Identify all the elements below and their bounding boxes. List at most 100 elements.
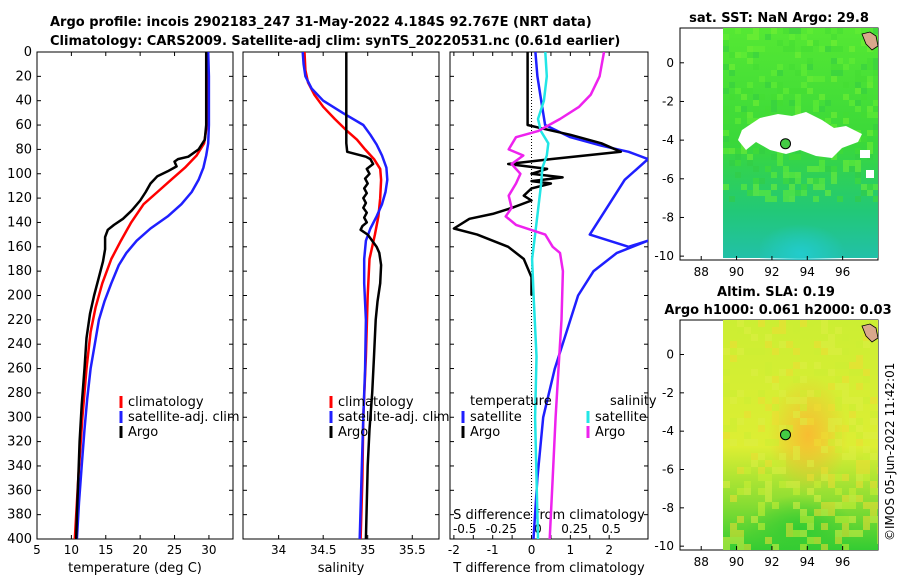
map-pixel xyxy=(877,425,878,432)
map-pixel xyxy=(807,58,813,64)
map-pixel xyxy=(753,106,759,112)
map-pixel xyxy=(861,88,867,94)
map-pixel xyxy=(759,76,765,82)
map-pixel xyxy=(867,190,873,196)
map-pixel xyxy=(765,460,772,467)
map-pixel xyxy=(813,196,819,202)
t-difference-axis-label: T difference from climatology xyxy=(452,561,645,576)
map-pixel xyxy=(877,516,878,523)
s-tick-label: -0.5 xyxy=(453,522,476,536)
map-pixel xyxy=(825,190,831,196)
map-pixel xyxy=(835,348,842,355)
map-pixel xyxy=(813,166,819,172)
map-pixel xyxy=(771,28,777,34)
map-pixel xyxy=(765,404,772,411)
map-pixel xyxy=(849,160,855,166)
depth-tick-label: 140 xyxy=(7,215,32,230)
map-pixel xyxy=(825,100,831,106)
map-pixel xyxy=(867,184,873,190)
map-pixel xyxy=(842,320,849,327)
map-pixel xyxy=(723,118,729,124)
map-lon-label: 90 xyxy=(729,555,744,569)
map-pixel xyxy=(795,100,801,106)
salinity-panel xyxy=(242,51,440,540)
map-lon-label: 96 xyxy=(835,265,850,279)
map-pixel xyxy=(849,362,856,369)
map-pixel xyxy=(795,52,801,58)
map-pixel xyxy=(744,488,751,495)
map-pixel xyxy=(807,46,813,52)
map-pixel xyxy=(849,425,856,432)
map-pixel xyxy=(795,106,801,112)
s-tick-label: 0.25 xyxy=(561,522,588,536)
map-pixel xyxy=(786,369,793,376)
map-pixel xyxy=(737,488,744,495)
map-pixel xyxy=(751,453,758,460)
map-pixel xyxy=(849,453,856,460)
map-pixel xyxy=(723,130,729,136)
depth-tick-label: 340 xyxy=(7,459,32,474)
map-pixel xyxy=(861,40,867,46)
map-lat-label: -4 xyxy=(662,133,674,147)
map-pixel xyxy=(729,52,735,58)
map-pixel xyxy=(783,46,789,52)
map-pixel xyxy=(856,397,863,404)
map-pixel xyxy=(867,64,873,70)
sst-map-axes: 0 -2 -4 -6 -8 -10 88 90 92 94 96 xyxy=(654,56,850,279)
map-pixel xyxy=(793,446,800,453)
depth-tick-label: 200 xyxy=(7,289,32,304)
map-pixel xyxy=(835,404,842,411)
map-pixel xyxy=(849,369,856,376)
map-pixel xyxy=(807,88,813,94)
map-pixel xyxy=(855,106,861,112)
map-pixel xyxy=(795,88,801,94)
map-pixel xyxy=(877,467,878,474)
map-pixel xyxy=(856,432,863,439)
x-tick-label: 0 xyxy=(528,543,536,557)
series-line-temperature-argo xyxy=(452,52,623,296)
map-pixel xyxy=(814,495,821,502)
map-pixel xyxy=(777,88,783,94)
sst-no-data-patch xyxy=(866,170,874,178)
map-pixel xyxy=(831,46,837,52)
map-pixel xyxy=(873,112,878,118)
map-lon-label: 88 xyxy=(694,555,709,569)
map-pixel xyxy=(828,502,835,509)
map-pixel xyxy=(747,154,753,160)
map-pixel xyxy=(741,148,747,154)
map-pixel xyxy=(837,28,843,34)
map-pixel xyxy=(758,418,765,425)
series-line-salinity-argo xyxy=(504,52,606,539)
map-pixel xyxy=(730,390,737,397)
x-tick-label: 10 xyxy=(64,543,79,557)
map-pixel xyxy=(867,58,873,64)
map-pixel xyxy=(835,474,842,481)
map-pixel xyxy=(849,495,856,502)
map-pixel xyxy=(723,112,729,118)
map-pixel xyxy=(843,64,849,70)
map-pixel xyxy=(835,327,842,334)
map-pixel xyxy=(856,425,863,432)
map-pixel xyxy=(765,106,771,112)
map-lat-label: -6 xyxy=(662,172,674,186)
map-pixel xyxy=(793,362,800,369)
map-pixel xyxy=(789,172,795,178)
map-pixel xyxy=(789,184,795,190)
map-pixel xyxy=(765,481,772,488)
map-pixel xyxy=(842,530,849,537)
map-pixel xyxy=(842,453,849,460)
map-pixel xyxy=(825,166,831,172)
map-pixel xyxy=(793,348,800,355)
map-pixel xyxy=(807,488,814,495)
map-pixel xyxy=(877,432,878,439)
map-pixel xyxy=(771,196,777,202)
map-pixel xyxy=(861,112,867,118)
sst-no-data-region xyxy=(738,112,862,158)
map-pixel xyxy=(789,178,795,184)
map-pixel xyxy=(753,184,759,190)
difference-series xyxy=(452,52,648,539)
map-pixel xyxy=(849,58,855,64)
map-pixel xyxy=(795,190,801,196)
map-pixel xyxy=(777,94,783,100)
map-pixel xyxy=(741,88,747,94)
